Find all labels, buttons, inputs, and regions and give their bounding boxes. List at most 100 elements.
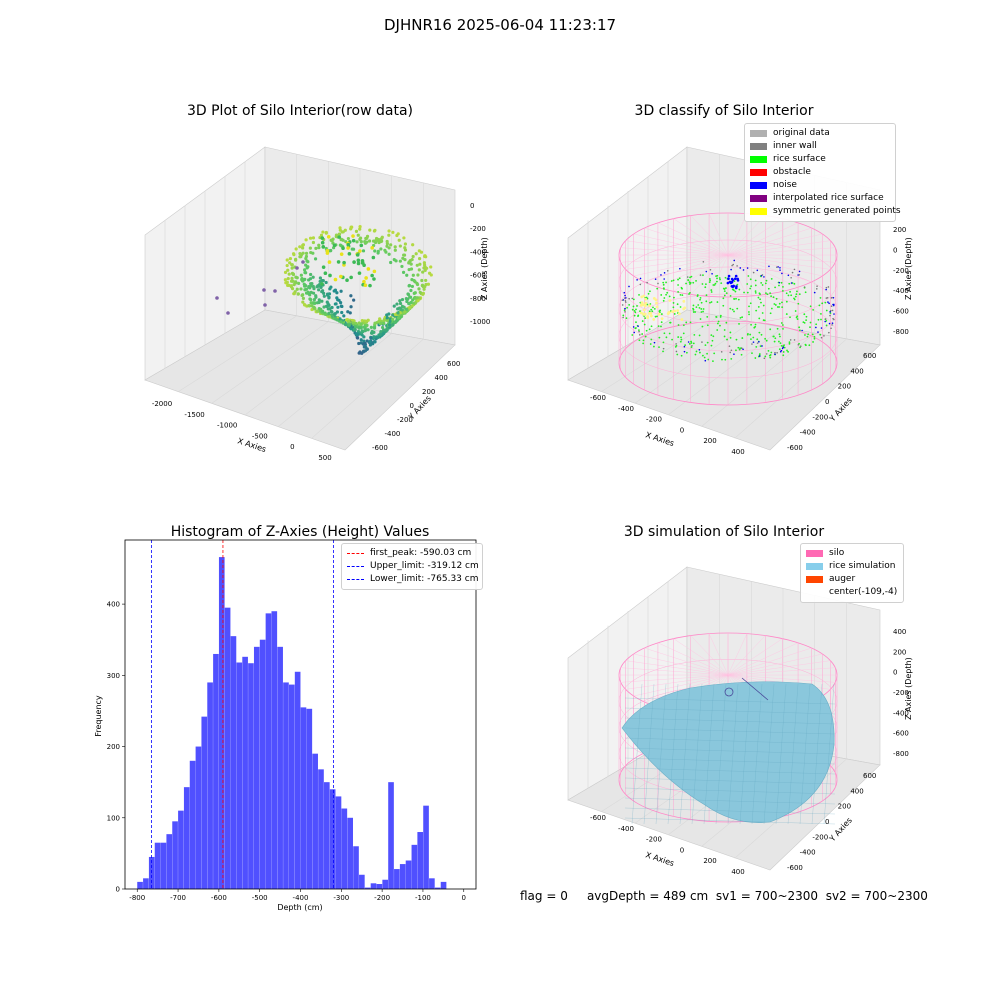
histogram-bar	[137, 881, 143, 889]
rice-surface-point	[785, 300, 788, 303]
raw-point	[363, 240, 367, 244]
wall-point	[781, 347, 784, 350]
rice-surface-point	[781, 306, 784, 309]
histogram-bar	[277, 646, 283, 889]
raw-point	[310, 307, 314, 312]
raw-point	[362, 335, 366, 339]
raw-point	[358, 236, 363, 240]
rice-surface-point	[638, 339, 641, 342]
raw-point	[314, 295, 318, 299]
noise-point	[727, 274, 731, 278]
simulation-3d-x-ticks: -600 -400 -200 0 200 400	[590, 814, 745, 876]
histogram-bar	[283, 682, 289, 889]
rice-surface-point	[778, 348, 781, 351]
raw-point	[319, 233, 324, 237]
raw-point	[308, 236, 313, 240]
raw-point	[320, 240, 325, 245]
rice-surface-point	[794, 310, 797, 312]
rice-surface-point	[737, 298, 740, 301]
rice-surface-point	[717, 320, 720, 323]
raw-point	[401, 270, 406, 274]
y-tick-label: 400	[435, 374, 448, 382]
histogram-bar	[312, 753, 318, 889]
raw-point	[309, 272, 313, 277]
raw-point	[421, 291, 425, 295]
histogram-bar	[388, 782, 394, 889]
wall-point	[823, 335, 825, 337]
y-tick-label: 0	[825, 818, 829, 826]
raw-point	[328, 287, 332, 291]
raw-point	[421, 270, 425, 274]
raw-point	[408, 295, 413, 299]
y-tick-label: 400	[850, 367, 863, 375]
rice-surface-point	[746, 283, 749, 285]
raw-point	[320, 236, 325, 240]
raw-point	[285, 280, 289, 284]
rice-surface-point	[663, 288, 665, 290]
raw-point	[378, 317, 382, 321]
raw-point	[359, 338, 363, 342]
histogram-title: Histogram of Z-Axies (Height) Values	[170, 524, 430, 540]
wall-point	[625, 297, 627, 299]
y-tick-label: 200	[107, 743, 120, 751]
histogram-bar	[429, 878, 435, 889]
wall-point	[779, 350, 782, 353]
raw-point	[301, 251, 305, 255]
wall-point	[624, 299, 627, 302]
rice-surface-point	[813, 335, 816, 338]
raw-point	[410, 284, 414, 289]
simulation-3d-rice-surface	[621, 677, 836, 825]
symmetric-point	[673, 309, 677, 313]
raw-point	[349, 225, 353, 229]
raw-point	[391, 230, 395, 234]
rice-surface-point	[665, 281, 667, 284]
rice-surface-point	[778, 306, 781, 308]
raw-3d-grid	[164, 154, 424, 439]
raw-point	[379, 247, 383, 251]
raw-point	[418, 290, 422, 294]
raw-point	[352, 260, 356, 264]
rice-surface-point	[795, 293, 798, 296]
raw-point	[307, 285, 311, 289]
raw-point	[372, 335, 376, 339]
rice-surface-point	[817, 318, 820, 321]
rice-surface-point	[706, 315, 709, 318]
raw-point	[408, 305, 412, 309]
panel1-title: 3D Plot of Silo Interior(row data)	[186, 103, 414, 119]
histogram-bar	[364, 887, 371, 889]
histogram-vlines	[150, 540, 334, 889]
z-tick-label: 0	[470, 202, 474, 210]
rice-surface-point	[663, 332, 666, 335]
sv2-value: sv2 = 700~2300	[825, 889, 928, 903]
y-tick-label: 0	[410, 402, 414, 410]
rice-surface-point	[773, 340, 776, 343]
rice-surface-point	[662, 283, 665, 286]
rice-surface-point	[804, 291, 807, 294]
rice-surface-point	[633, 310, 636, 312]
rice-surface-point	[673, 313, 676, 315]
symmetric-point	[649, 311, 653, 315]
rice-surface-point	[677, 278, 679, 281]
raw-point	[402, 236, 406, 240]
raw-point	[356, 336, 360, 340]
rice-surface-point	[761, 284, 764, 286]
raw-point	[398, 244, 402, 248]
histogram-bar	[213, 653, 219, 889]
x-tick-label: -200	[646, 416, 662, 424]
histogram-chart: -800 -700 -600 -500 -400 -300 -200 -100 0 0 100 20…	[0, 500, 500, 920]
rice-surface-point	[672, 302, 675, 304]
rice-surface-point	[779, 342, 782, 345]
rice-surface-point	[796, 318, 799, 320]
rice-surface-point	[759, 293, 761, 296]
rice-surface-point	[702, 274, 704, 277]
noise-point	[727, 277, 730, 281]
raw-point	[368, 283, 372, 288]
rice-surface-point	[778, 302, 781, 305]
raw-point	[384, 328, 388, 332]
histogram-bar	[440, 881, 447, 889]
wall-point	[691, 344, 693, 347]
legend-label: noise	[773, 180, 797, 190]
raw-point	[290, 287, 295, 291]
raw-point	[341, 230, 345, 234]
rice-surface-point	[781, 301, 783, 304]
